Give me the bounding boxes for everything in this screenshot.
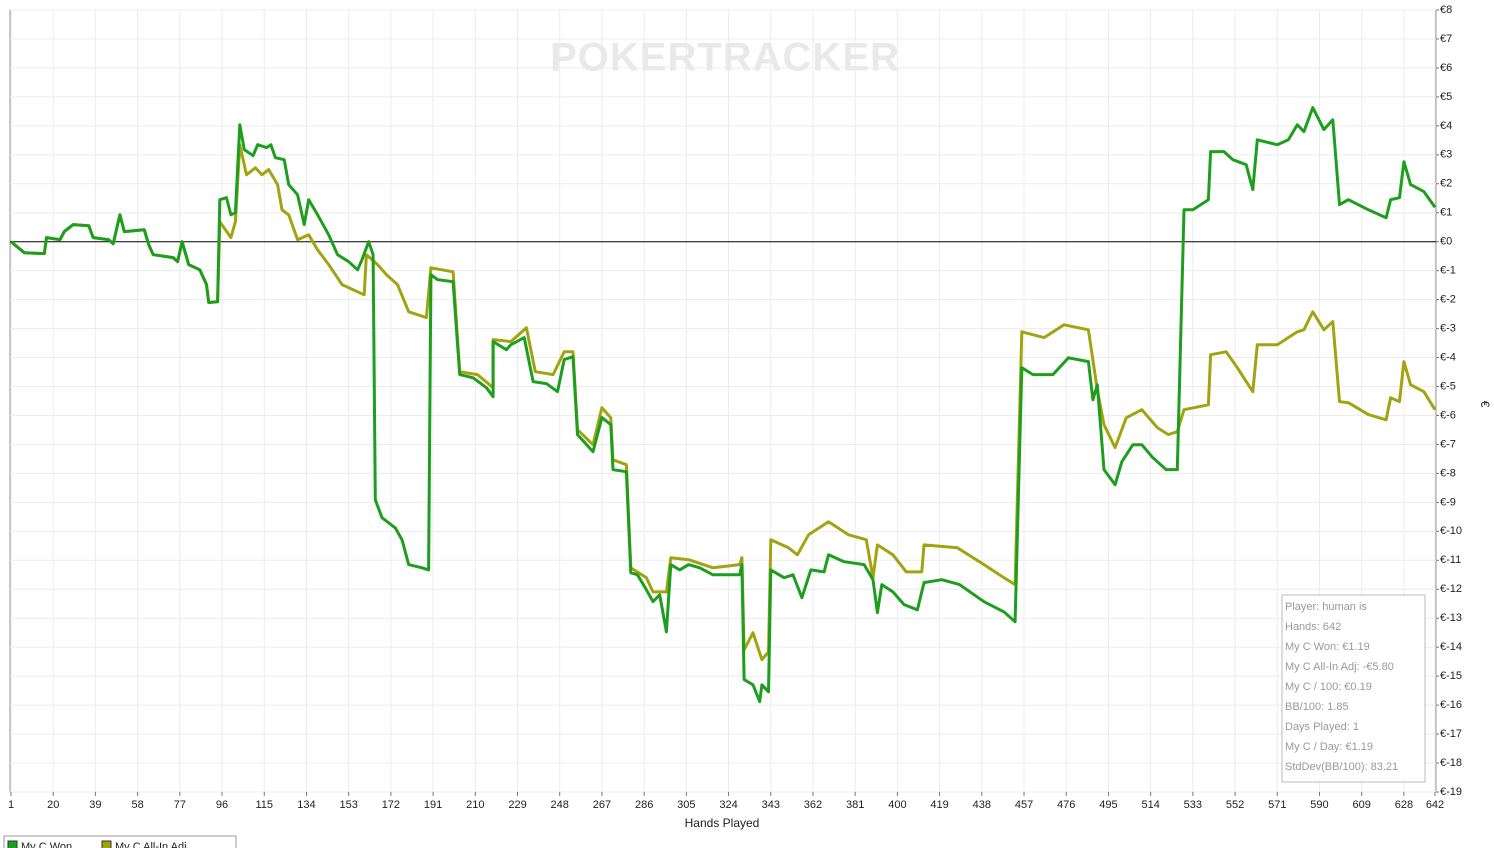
y-tick-label: €-19 bbox=[1440, 786, 1462, 798]
x-tick-label: 628 bbox=[1395, 799, 1413, 811]
stats-text: Days Played: 1 bbox=[1285, 721, 1359, 733]
y-axis-label: € bbox=[1478, 401, 1492, 408]
stats-box bbox=[1281, 594, 1426, 783]
y-tick-label: €0 bbox=[1440, 236, 1452, 248]
y-tick-label: €-13 bbox=[1440, 612, 1462, 624]
y-tick-label: €-15 bbox=[1440, 670, 1462, 682]
x-tick-label: 343 bbox=[762, 799, 780, 811]
y-tick-label: €6 bbox=[1440, 62, 1452, 74]
x-tick-label: 229 bbox=[508, 799, 526, 811]
y-tick-label: €2 bbox=[1440, 178, 1452, 190]
y-tick-label: €-14 bbox=[1440, 641, 1462, 653]
x-tick-label: 77 bbox=[174, 799, 186, 811]
x-tick-label: 362 bbox=[804, 799, 822, 811]
x-tick-label: 324 bbox=[719, 799, 737, 811]
stats-text: Player: human is bbox=[1285, 601, 1367, 613]
x-tick-label: 286 bbox=[635, 799, 653, 811]
x-tick-label: 571 bbox=[1268, 799, 1286, 811]
stats-text: My C All-In Adj: -€5.80 bbox=[1285, 661, 1394, 673]
y-tick-label: €1 bbox=[1440, 207, 1452, 219]
x-tick-label: 419 bbox=[930, 799, 948, 811]
stats-text: My C / Day: €1.19 bbox=[1285, 741, 1373, 753]
x-tick-label: 172 bbox=[382, 799, 400, 811]
y-tick-label: €8 bbox=[1440, 4, 1452, 16]
watermark: POKERTRACKER bbox=[550, 36, 900, 80]
x-tick-label: 609 bbox=[1353, 799, 1371, 811]
y-tick-label: €-3 bbox=[1440, 322, 1456, 334]
stats-text: BB/100: 1.85 bbox=[1285, 701, 1349, 713]
y-tick-label: €-10 bbox=[1440, 525, 1462, 537]
stats-text: My C Won: €1.19 bbox=[1285, 641, 1370, 653]
y-tick-label: €4 bbox=[1440, 120, 1452, 132]
x-tick-label: 457 bbox=[1015, 799, 1033, 811]
x-tick-label: 153 bbox=[339, 799, 357, 811]
series-line bbox=[10, 106, 1437, 704]
stats-text: StdDev(BB/100): 83.21 bbox=[1285, 761, 1398, 773]
legend-label: My C All-In Adj bbox=[115, 841, 187, 848]
y-tick-label: €5 bbox=[1440, 91, 1452, 103]
y-tick-label: €-11 bbox=[1440, 554, 1461, 566]
x-tick-label: 20 bbox=[47, 799, 59, 811]
x-tick-label: 533 bbox=[1184, 799, 1202, 811]
x-tick-label: 96 bbox=[216, 799, 228, 811]
x-tick-label: 39 bbox=[89, 799, 101, 811]
x-tick-label: 495 bbox=[1099, 799, 1117, 811]
y-tick-label: €-17 bbox=[1440, 728, 1462, 740]
x-tick-label: 642 bbox=[1426, 799, 1444, 811]
x-tick-label: 476 bbox=[1057, 799, 1075, 811]
y-tick-label: €-12 bbox=[1440, 583, 1462, 595]
y-tick-label: €-16 bbox=[1440, 699, 1462, 711]
x-tick-label: 267 bbox=[593, 799, 611, 811]
legend-box bbox=[3, 835, 237, 848]
y-tick-label: €-8 bbox=[1440, 467, 1456, 479]
y-tick-label: €-5 bbox=[1440, 380, 1456, 392]
y-tick-label: €7 bbox=[1440, 33, 1452, 45]
x-tick-label: 134 bbox=[297, 799, 315, 811]
y-tick-label: €-1 bbox=[1440, 265, 1456, 277]
y-tick-label: €3 bbox=[1440, 149, 1452, 161]
y-tick-label: €-9 bbox=[1440, 496, 1456, 508]
x-tick-label: 305 bbox=[677, 799, 695, 811]
y-tick-label: €-4 bbox=[1440, 351, 1456, 363]
x-tick-label: 115 bbox=[255, 799, 273, 811]
x-axis-label: Hands Played bbox=[685, 816, 760, 830]
legend-swatch bbox=[101, 840, 112, 848]
x-tick-label: 381 bbox=[846, 799, 864, 811]
y-tick-label: €-2 bbox=[1440, 294, 1456, 306]
x-tick-label: 1 bbox=[8, 799, 14, 811]
legend-swatch bbox=[7, 840, 18, 848]
x-tick-label: 438 bbox=[973, 799, 991, 811]
x-tick-label: 400 bbox=[888, 799, 906, 811]
y-tick-label: €-7 bbox=[1440, 438, 1456, 450]
y-tick-label: €-18 bbox=[1440, 757, 1462, 769]
plot-area bbox=[9, 9, 1437, 793]
stats-text: My C / 100: €0.19 bbox=[1285, 681, 1372, 693]
y-tick-label: €-6 bbox=[1440, 409, 1456, 421]
x-tick-label: 552 bbox=[1226, 799, 1244, 811]
x-tick-label: 248 bbox=[551, 799, 569, 811]
x-tick-label: 191 bbox=[424, 799, 442, 811]
legend-label: My C Won bbox=[21, 841, 72, 848]
stats-text: Hands: 642 bbox=[1285, 621, 1341, 633]
x-tick-label: 590 bbox=[1310, 799, 1328, 811]
x-tick-label: 514 bbox=[1141, 799, 1159, 811]
x-tick-label: 58 bbox=[132, 799, 144, 811]
x-tick-label: 210 bbox=[466, 799, 484, 811]
